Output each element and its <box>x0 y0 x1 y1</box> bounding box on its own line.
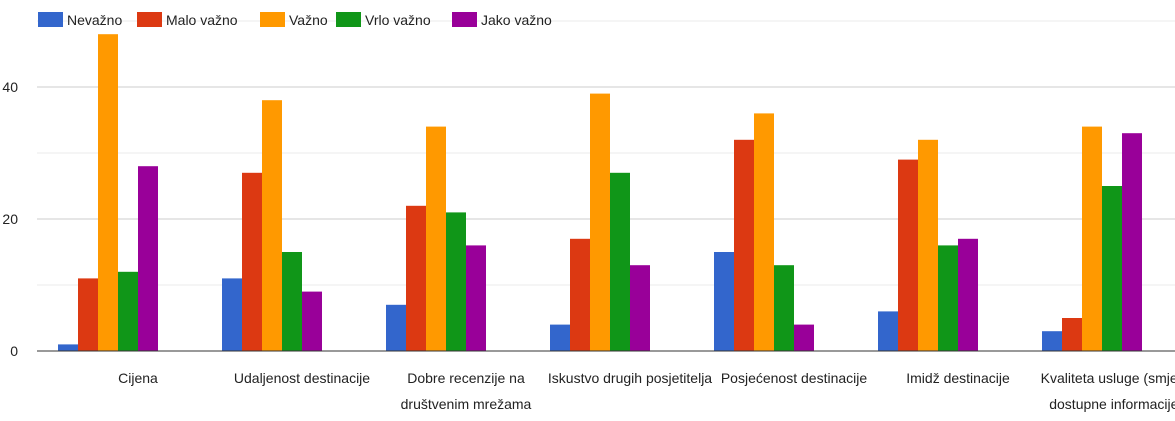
legend: Nevažno Malo važno Važno Vrlo važno Jako važ… <box>38 12 552 28</box>
bar-nevazno-2 <box>222 278 242 351</box>
bar-jako-vazno-2 <box>302 291 322 351</box>
x-category-label: Iskustvo drugih posjetitelja <box>548 370 712 386</box>
legend-swatch <box>260 12 285 27</box>
bar-nevazno-6 <box>878 311 898 351</box>
x-axis-labels: Cijena Udaljenost destinacije Dobre recenz… <box>118 370 1175 412</box>
bar-jako-vazno-4 <box>630 265 650 351</box>
legend-item-nevazno: Nevažno <box>38 12 122 28</box>
legend-item-malo-vazno: Malo važno <box>137 12 238 28</box>
legend-swatch <box>137 12 162 27</box>
bar-vazno-4 <box>590 93 610 351</box>
bar-vazno-5 <box>754 113 774 352</box>
bar-jako-vazno-3 <box>466 245 486 351</box>
bar-nevazno-4 <box>550 324 570 351</box>
bar-vrlo-vazno-6 <box>938 245 958 351</box>
x-category-label: Dobre recenzije na društvenim mrežama <box>401 370 532 412</box>
bar-nevazno-1 <box>58 344 78 351</box>
x-category-label: Cijena <box>118 370 158 386</box>
legend-label: Važno <box>289 12 328 28</box>
bar-malo-vazno-3 <box>406 205 426 351</box>
legend-label: Malo važno <box>166 12 238 28</box>
bar-nevazno-5 <box>714 252 734 351</box>
bar-malo-vazno-2 <box>242 172 262 351</box>
bar-malo-vazno-4 <box>570 238 590 351</box>
bar-vrlo-vazno-3 <box>446 212 466 351</box>
bar-malo-vazno-7 <box>1062 318 1082 351</box>
bar-vazno-3 <box>426 126 446 351</box>
legend-item-vazno: Važno <box>260 12 328 28</box>
legend-swatch <box>38 12 63 27</box>
legend-label: Nevažno <box>67 12 122 28</box>
bar-vrlo-vazno-5 <box>774 265 794 351</box>
bar-jako-vazno-1 <box>138 166 158 351</box>
x-category-label: Kvaliteta usluge (smještaj,dostupne info… <box>1041 370 1175 412</box>
bar-jako-vazno-6 <box>958 238 978 351</box>
x-category-label: Imidž destinacije <box>906 370 1010 386</box>
y-tick-label: 0 <box>10 343 18 359</box>
bar-malo-vazno-1 <box>78 278 98 351</box>
bar-vazno-2 <box>262 100 282 351</box>
bars <box>58 34 1142 352</box>
legend-label: Vrlo važno <box>365 12 431 28</box>
bar-jako-vazno-5 <box>794 324 814 351</box>
x-category-label: Posjećenost destinacije <box>721 370 868 386</box>
legend-item-jako-vazno: Jako važno <box>452 12 552 28</box>
legend-label: Jako važno <box>481 12 552 28</box>
y-tick-label: 20 <box>2 211 18 227</box>
legend-swatch <box>452 12 477 27</box>
legend-item-vrlo-vazno: Vrlo važno <box>336 12 431 28</box>
bar-vrlo-vazno-7 <box>1102 186 1122 351</box>
bar-vrlo-vazno-2 <box>282 252 302 351</box>
bar-vazno-1 <box>98 34 118 351</box>
bar-vazno-7 <box>1082 126 1102 351</box>
bar-malo-vazno-5 <box>734 139 754 351</box>
y-axis-ticks: 0 20 40 <box>2 79 18 359</box>
bar-nevazno-3 <box>386 304 406 351</box>
x-category-label: Udaljenost destinacije <box>234 370 370 386</box>
bar-vrlo-vazno-4 <box>610 172 630 351</box>
legend-swatch <box>336 12 361 27</box>
bar-malo-vazno-6 <box>898 159 918 351</box>
bar-nevazno-7 <box>1042 331 1062 351</box>
bar-vazno-6 <box>918 139 938 351</box>
y-tick-label: 40 <box>2 79 18 95</box>
bar-vrlo-vazno-1 <box>118 271 138 351</box>
bar-jako-vazno-7 <box>1122 133 1142 351</box>
